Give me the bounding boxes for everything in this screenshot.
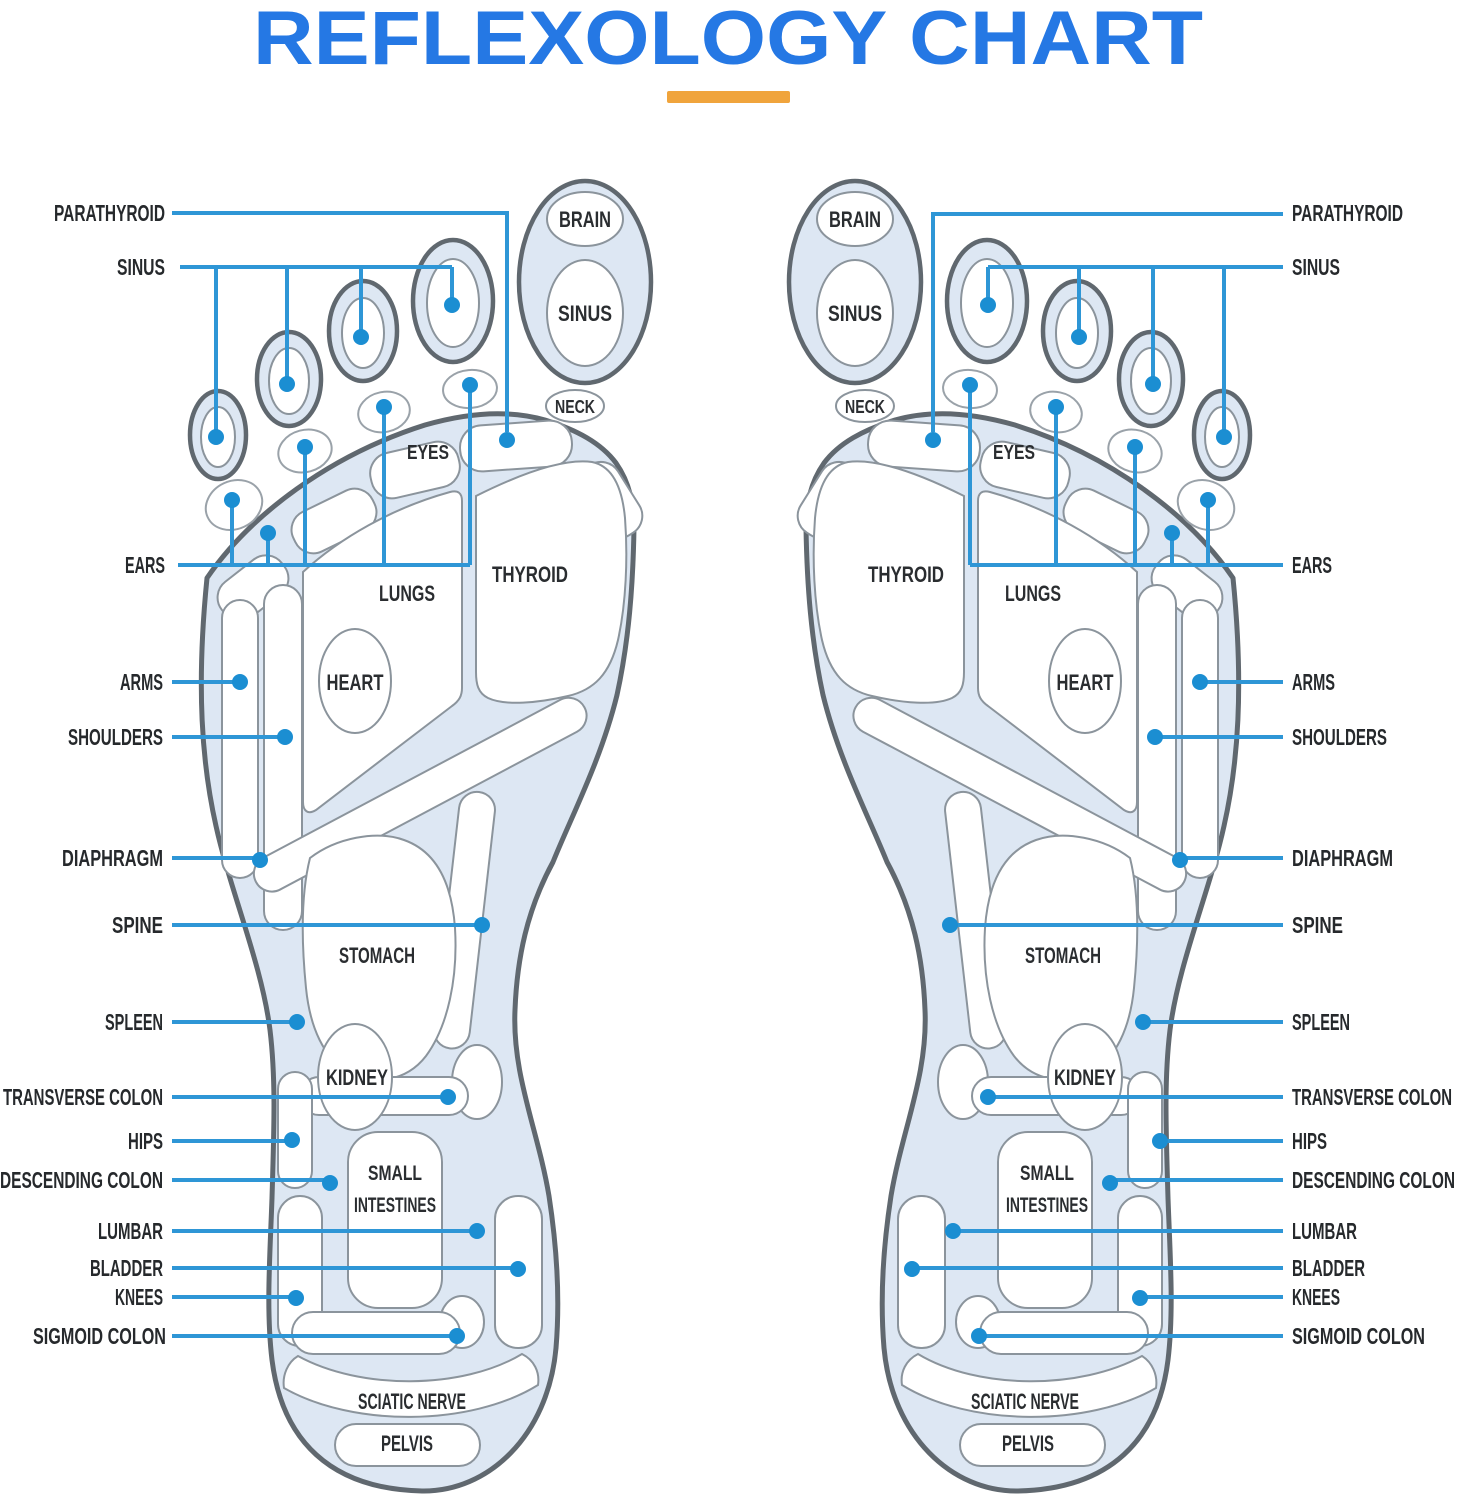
zone-small-intestines-left-2: INTESTINES (354, 1194, 436, 1217)
title-underline (667, 91, 790, 103)
right-foot (789, 181, 1250, 1491)
zone-stomach-left: STOMACH (339, 943, 415, 968)
zone-neck-right: NECK (845, 397, 885, 417)
zone-sciatic-nerve-right: SCIATIC NERVE (971, 1389, 1079, 1414)
label-shoulders-left: SHOULDERS (68, 724, 163, 750)
label-arms-left: ARMS (120, 669, 163, 695)
left-labels: PARATHYROID SINUS EARS ARMS SHOULDERS DI… (0, 200, 166, 1349)
zone-small-intestines-right-2: INTESTINES (1006, 1194, 1088, 1217)
label-diaphragm-left: DIAPHRAGM (62, 845, 163, 871)
label-ears-left: EARS (125, 552, 165, 578)
zone-lungs-left: LUNGS (379, 581, 435, 606)
label-hips-left: HIPS (128, 1128, 163, 1154)
zone-lungs-right: LUNGS (1005, 581, 1061, 606)
label-ears-right: EARS (1292, 552, 1332, 578)
zone-stomach-right: STOMACH (1025, 943, 1101, 968)
zone-heart-right: HEART (1057, 670, 1114, 695)
zone-brain-left: BRAIN (559, 207, 611, 232)
zone-kidney-left: KIDNEY (326, 1065, 388, 1090)
label-bladder-right: BLADDER (1292, 1255, 1365, 1281)
label-sigmoid-colon-left: SIGMOID COLON (33, 1323, 166, 1349)
label-transverse-colon-left: TRANSVERSE COLON (3, 1084, 163, 1110)
label-knees-left: KNEES (115, 1284, 163, 1310)
label-hips-right: HIPS (1292, 1128, 1327, 1154)
label-spleen-left: SPLEEN (105, 1009, 163, 1035)
label-arms-right: ARMS (1292, 669, 1335, 695)
left-foot (190, 181, 651, 1491)
zone-thyroid-right: THYROID (868, 562, 944, 587)
zone-heart-left: HEART (327, 670, 384, 695)
left-foot-zone-texts: BRAIN SINUS NECK EYES LUNGS THYROID HEAR… (326, 207, 612, 1456)
label-parathyroid-left: PARATHYROID (54, 200, 165, 226)
label-parathyroid-right: PARATHYROID (1292, 200, 1403, 226)
page-title: REFLEXOLOGY CHART (253, 0, 1203, 81)
zone-sinus-right: SINUS (828, 301, 882, 326)
label-descending-colon-left: DESCENDING COLON (0, 1167, 163, 1193)
right-connectors (904, 212, 1283, 1344)
zone-thyroid-left: THYROID (492, 562, 568, 587)
label-transverse-colon-right: TRANSVERSE COLON (1292, 1084, 1452, 1110)
zone-small-intestines-left-1: SMALL (368, 1162, 422, 1185)
label-bladder-left: BLADDER (90, 1255, 163, 1281)
zone-pelvis-left: PELVIS (381, 1431, 433, 1456)
label-knees-right: KNEES (1292, 1284, 1340, 1310)
label-spleen-right: SPLEEN (1292, 1009, 1350, 1035)
label-lumbar-right: LUMBAR (1292, 1218, 1357, 1244)
right-foot-zone-texts: BRAIN SINUS NECK EYES LUNGS THYROID HEAR… (828, 207, 1116, 1456)
label-sinus-left: SINUS (117, 254, 165, 280)
zone-eyes-right: EYES (993, 442, 1035, 464)
label-diaphragm-right: DIAPHRAGM (1292, 845, 1393, 871)
label-spine-right: SPINE (1292, 912, 1343, 938)
zone-eyes-left: EYES (407, 442, 449, 464)
label-spine-left: SPINE (112, 912, 163, 938)
zone-sciatic-nerve-left: SCIATIC NERVE (358, 1389, 466, 1414)
zone-sinus-left: SINUS (558, 301, 612, 326)
label-sinus-right: SINUS (1292, 254, 1340, 280)
zone-kidney-right: KIDNEY (1054, 1065, 1116, 1090)
label-sigmoid-colon-right: SIGMOID COLON (1292, 1323, 1425, 1349)
zone-pelvis-right: PELVIS (1002, 1431, 1054, 1456)
label-lumbar-left: LUMBAR (98, 1218, 163, 1244)
right-labels: PARATHYROID SINUS EARS ARMS SHOULDERS DI… (1292, 200, 1455, 1349)
zone-brain-right: BRAIN (829, 207, 881, 232)
label-descending-colon-right: DESCENDING COLON (1292, 1167, 1455, 1193)
label-shoulders-right: SHOULDERS (1292, 724, 1387, 750)
zone-small-intestines-right-1: SMALL (1020, 1162, 1074, 1185)
zone-neck-left: NECK (555, 397, 595, 417)
left-connectors (172, 211, 526, 1344)
